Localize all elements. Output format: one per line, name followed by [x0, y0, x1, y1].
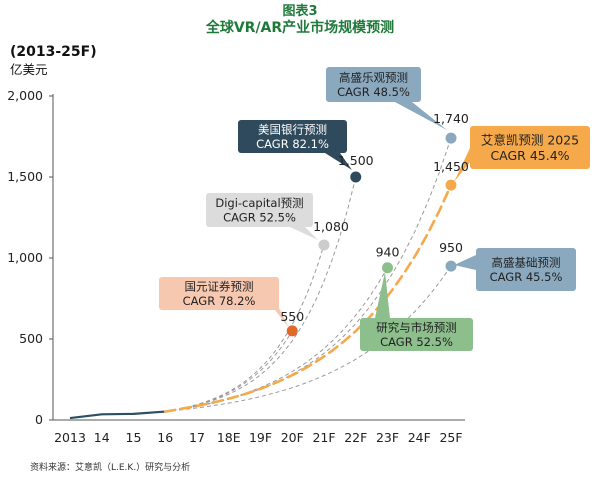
callout-label-bofa: 美国银行预测 — [258, 123, 327, 137]
callout-cagr-lek: CAGR 45.4% — [490, 148, 569, 163]
callout-box-gy — [159, 277, 279, 310]
callout-cagr-rm: CAGR 52.5% — [380, 335, 453, 349]
x-tick-label: 21F — [312, 430, 335, 445]
lek-forecast-line — [164, 183, 453, 413]
callout-pointer-lek — [454, 148, 470, 182]
callout-pointer-rm — [375, 272, 390, 318]
forecast-line-digi — [165, 244, 325, 413]
x-tick-label: 25F — [439, 430, 462, 445]
callout-label-digi: Digi-capital预测 — [215, 196, 303, 210]
forecast-lines-layer — [165, 137, 452, 413]
callout-pointer-bofa — [325, 153, 352, 170]
callout-cagr-gy: CAGR 78.2% — [183, 294, 256, 308]
callout-label-gs_base: 高盛基础预测 — [492, 256, 561, 270]
axes-layer: 0 500 1,000 1,500 2,000 2013 14 15 16 17 18E 19F 20F… — [7, 88, 465, 445]
callout-label-gs_high: 高盛乐观预测 — [339, 71, 408, 85]
x-tick-label: 15 — [126, 430, 142, 445]
callout-cagr-bofa: CAGR 82.1% — [256, 137, 329, 151]
value-label-bofa: 1,500 — [338, 153, 374, 168]
y-axis-unit: 亿美元 — [10, 62, 48, 77]
callout-pointer-gs_base — [454, 255, 476, 270]
y-tick-label: 1,000 — [7, 250, 43, 265]
callout-box-gs_base — [476, 248, 576, 291]
end-marker-bofa — [350, 171, 362, 183]
callout-box-gs_high — [326, 67, 421, 102]
callout-pointer-gs_high — [395, 102, 447, 130]
x-tick-label: 2013 — [54, 430, 86, 445]
x-tick-label: 14 — [94, 430, 110, 445]
x-tick-label: 24F — [408, 430, 431, 445]
end-marker-rm — [382, 262, 393, 274]
callout-cagr-digi: CAGR 52.5% — [223, 211, 296, 225]
x-tick-label: 23F — [376, 430, 399, 445]
value-label-gs_base: 950 — [439, 240, 463, 255]
end-marker-digi — [318, 239, 330, 251]
x-tick-label: 18E — [217, 430, 241, 445]
historical-series-line — [69, 410, 166, 420]
callout-label-gy: 国元证券预测 — [185, 280, 254, 294]
value-label-digi: 1,080 — [313, 219, 349, 234]
x-tick-label: 22F — [344, 430, 367, 445]
x-tick-label: 16 — [157, 430, 173, 445]
forecast-line-gs_high — [165, 137, 452, 413]
callout-label-lek: 艾意凯预测 2025 — [481, 133, 579, 148]
y-tick-label: 500 — [19, 331, 43, 346]
x-tick-label: 19F — [249, 430, 272, 445]
chart-period: (2013-25F) — [10, 44, 97, 60]
callout-cagr-gs_high: CAGR 48.5% — [337, 85, 410, 99]
y-tick-label: 0 — [35, 412, 43, 427]
value-label-gs_high: 1,740 — [433, 111, 469, 126]
value-label-lek: 1,450 — [433, 159, 469, 174]
y-tick-label: 2,000 — [7, 88, 43, 103]
x-tick-label: 20F — [281, 430, 304, 445]
end-marker-gy — [286, 325, 298, 337]
callout-pointer-digi — [290, 227, 318, 240]
value-label-gy: 550 — [280, 309, 304, 324]
y-tick-label: 1,500 — [7, 169, 43, 184]
source-note: 资料来源：艾意凯（L.E.K.）研究与分析 — [30, 461, 190, 473]
end-marker-gs_base — [445, 260, 457, 272]
callout-label-rm: 研究与市场预测 — [376, 321, 457, 335]
value-label-rm: 940 — [376, 245, 400, 260]
markers-layer — [286, 132, 457, 337]
callout-box-lek — [470, 126, 590, 169]
callout-box-rm — [360, 318, 473, 351]
end-marker-lek — [445, 179, 457, 191]
labels-layer: 550 1,080 1,500 940 1,740 1,450 950 — [280, 111, 469, 324]
callout-cagr-gs_base: CAGR 45.5% — [490, 270, 563, 284]
callout-box-bofa — [238, 120, 347, 153]
main-lines-layer — [69, 183, 453, 420]
forecast-line-bofa — [165, 176, 357, 413]
callout-box-digi — [206, 193, 313, 227]
chart-title-line2: 全球VR/AR产业市场规模预测 — [205, 19, 394, 36]
end-marker-gs_high — [445, 132, 457, 144]
x-tick-label: 17 — [189, 430, 205, 445]
chart-title-line1: 图表3 — [282, 3, 317, 19]
